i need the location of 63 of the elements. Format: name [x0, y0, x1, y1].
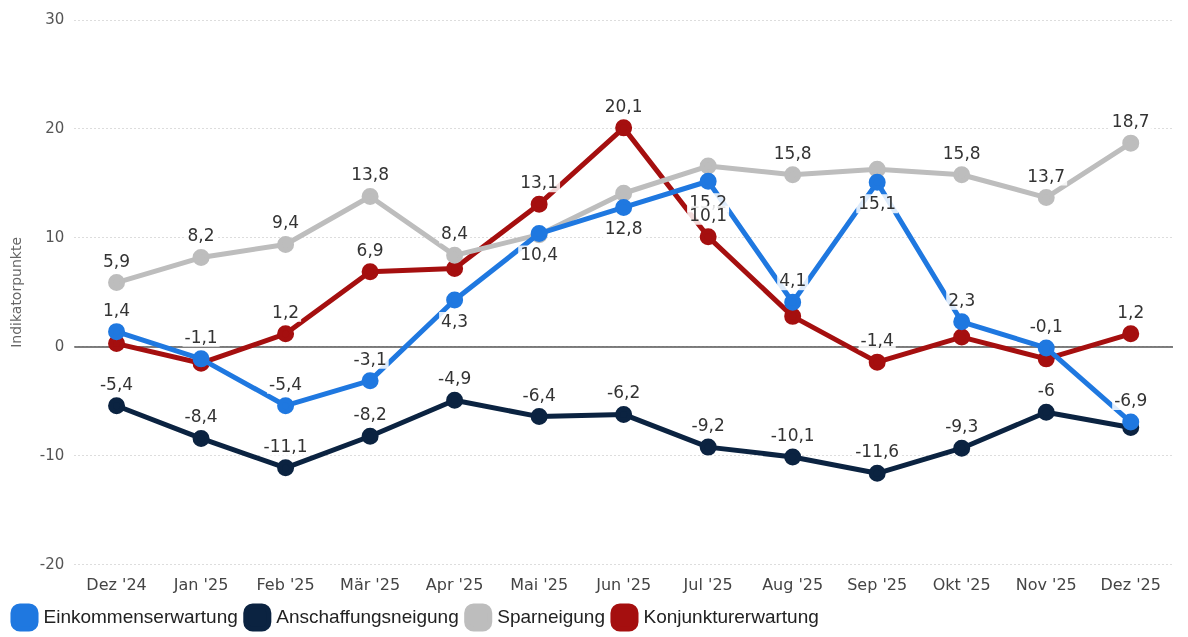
data-label: 9,4	[272, 212, 300, 233]
data-label: -3,1	[353, 348, 387, 369]
legend-label: Einkommenserwartung	[43, 605, 238, 627]
data-label: -6,2	[607, 382, 641, 403]
data-label: 8,4	[441, 223, 469, 244]
y-axis-title: Indikatorpunkte	[8, 236, 25, 348]
data-label: -6	[1037, 380, 1055, 401]
legend-label: Sparneigung	[497, 605, 605, 627]
y-tick-label: 20	[45, 118, 65, 137]
data-label: 12,8	[604, 218, 643, 239]
data-label: 8,2	[187, 225, 215, 246]
data-label: 1,2	[272, 301, 300, 322]
legend-label: Anschaffungsneigung	[276, 605, 459, 627]
y-tick-label: 30	[45, 9, 65, 28]
data-label: 13,8	[351, 164, 390, 185]
x-tick-label: Dez '25	[1100, 574, 1161, 594]
data-label: 18,7	[1111, 111, 1150, 132]
y-tick-label: -10	[39, 445, 65, 464]
data-label: -9,3	[945, 416, 979, 437]
y-tick-label: 0	[54, 336, 65, 355]
data-label: 2,3	[948, 289, 976, 310]
data-label: 4,1	[779, 270, 807, 291]
y-tick-label: 10	[45, 227, 65, 246]
x-tick-label: Sep '25	[847, 574, 908, 594]
data-label: -6,4	[522, 384, 556, 405]
x-tick-label: Jul '25	[682, 574, 733, 594]
data-label: -10,1	[770, 424, 815, 445]
data-label: -9,2	[691, 415, 725, 436]
data-label: -11,6	[855, 441, 900, 462]
y-tick-label: -20	[39, 554, 65, 573]
x-tick-label: Okt '25	[932, 574, 991, 594]
data-label: 20,1	[604, 95, 643, 116]
data-label: -5,4	[99, 373, 134, 394]
data-label: -8,2	[353, 404, 387, 425]
legend-label: Konjunkturerwartung	[643, 605, 819, 627]
data-label: 13,7	[1027, 165, 1066, 186]
data-label: -5,4	[269, 373, 303, 394]
data-label: -0,1	[1029, 315, 1063, 336]
data-label: 4,3	[441, 310, 469, 331]
data-label: 6,9	[356, 239, 384, 260]
x-tick-label: Feb '25	[256, 574, 315, 594]
x-tick-label: Dez '24	[86, 574, 147, 594]
data-label: 10,4	[520, 244, 559, 265]
data-label: 15,8	[942, 142, 981, 163]
data-label: -6,9	[1114, 389, 1148, 410]
x-tick-label: Mai '25	[510, 574, 569, 594]
data-label: 5,9	[103, 250, 131, 271]
data-label: 15,8	[773, 142, 812, 163]
data-label: -1,4	[860, 330, 894, 351]
data-label: 15,1	[858, 193, 897, 214]
data-label: 13,1	[520, 172, 559, 193]
data-label: -4,9	[438, 368, 472, 389]
data-label: 1,4	[103, 299, 131, 320]
data-label: -8,4	[184, 406, 218, 427]
data-label: 1,2	[1117, 301, 1145, 322]
x-tick-label: Apr '25	[425, 574, 484, 594]
x-tick-label: Jun '25	[595, 574, 652, 594]
data-label: -1,1	[184, 326, 218, 347]
x-tick-label: Mär '25	[340, 574, 401, 594]
data-label: -11,1	[263, 435, 308, 456]
x-tick-label: Jan '25	[172, 574, 229, 594]
x-tick-label: Aug '25	[762, 574, 824, 594]
x-tick-label: Nov '25	[1015, 574, 1077, 594]
